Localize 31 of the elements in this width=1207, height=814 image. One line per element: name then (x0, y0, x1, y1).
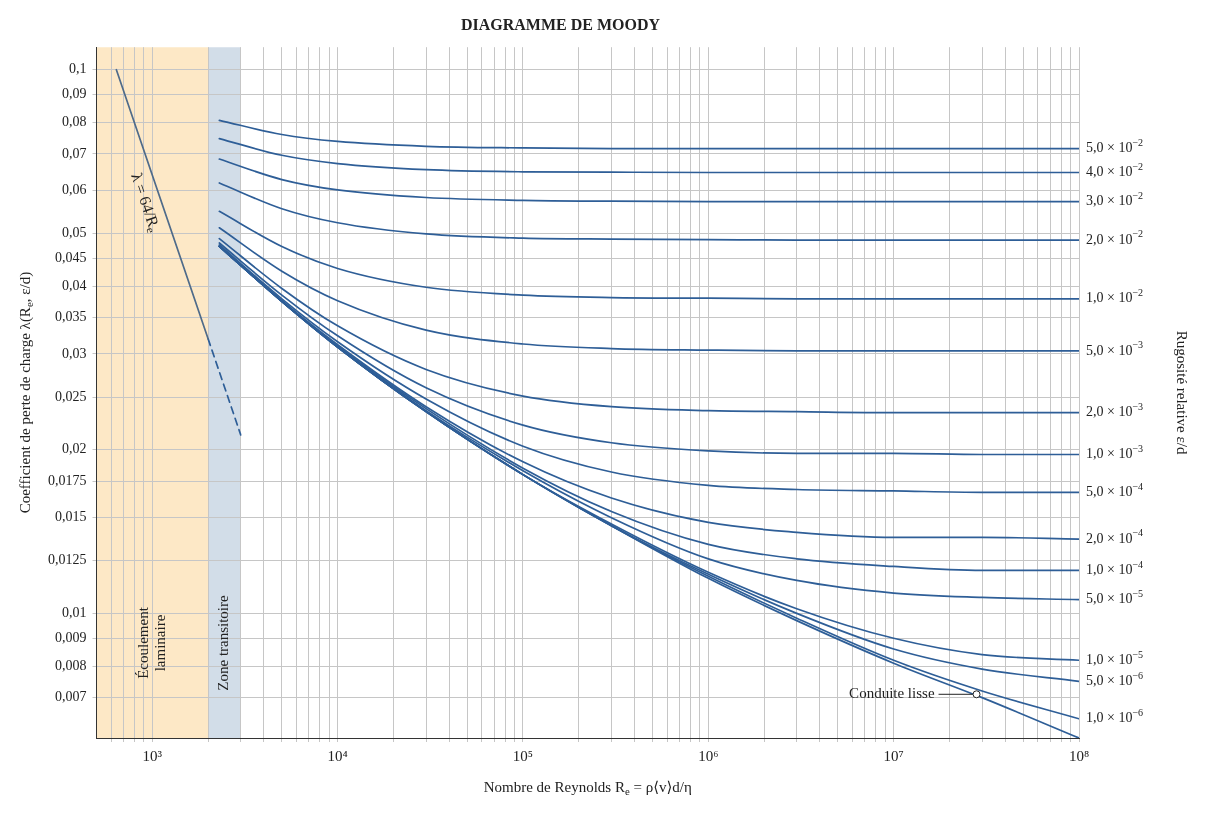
x-tick-label: 10⁷ (883, 747, 904, 764)
x-tick-label: 10⁶ (698, 747, 719, 764)
y-tick-label: 0,02 (62, 441, 87, 457)
x-tick-label: 10⁴ (327, 747, 348, 764)
y-tick-label: 0,04 (62, 277, 87, 293)
annotation: λ = 64/Re (128, 170, 163, 235)
x-tick-label: 10³ (142, 747, 163, 764)
chart-title: DIAGRAMME DE MOODY (460, 15, 661, 33)
y-tick-label: 0,007 (55, 689, 87, 705)
y-tick-label: 0,07 (62, 145, 87, 161)
y-tick-label: 0,05 (62, 225, 87, 241)
y-tick-label: 0,045 (55, 249, 87, 265)
annotation: Conduite lisse (849, 685, 935, 702)
y-tick-label: 0,035 (55, 309, 87, 325)
y-tick-label: 0,0125 (48, 552, 87, 568)
x-tick-label: 10⁸ (1068, 747, 1090, 764)
y-tick-label: 0,008 (55, 657, 87, 673)
y-tick-label: 0,009 (55, 629, 87, 645)
y-tick-label: 0,01 (62, 605, 87, 621)
text: Rugosité relative ε/d (1174, 330, 1191, 455)
y-tick-label: 0,06 (62, 182, 87, 197)
band-label: Zone transitoire (215, 594, 232, 691)
band-label: Écoulement laminaire (134, 606, 168, 679)
y-tick-label: 0,1 (69, 61, 87, 77)
y-tick-label: 0,03 (62, 345, 87, 361)
y-tick-label: 0,08 (62, 114, 87, 130)
y-tick-label: 0,0175 (48, 472, 87, 488)
y-tick-label: 0,015 (55, 509, 87, 525)
x-tick-label: 10⁵ (512, 747, 534, 764)
y-tick-label: 0,025 (55, 388, 87, 404)
y-tick-label: 0,09 (62, 86, 87, 102)
